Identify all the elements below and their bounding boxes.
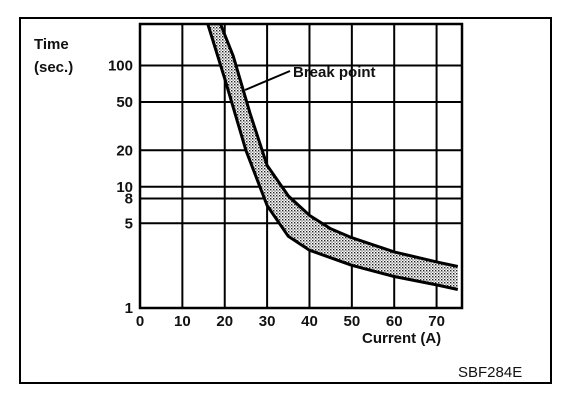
y-axis-label-line1: Time — [34, 36, 69, 53]
x-tick-label: 30 — [259, 313, 276, 330]
plot-frame — [138, 22, 464, 310]
annotations: Break point — [244, 64, 376, 91]
x-tick-label: 20 — [216, 313, 233, 330]
curves — [206, 23, 459, 291]
annotation-leader — [244, 70, 291, 91]
grid — [140, 24, 462, 308]
y-tick-label: 20 — [116, 142, 133, 159]
x-tick-label: 10 — [174, 313, 191, 330]
y-tick-label: 1 — [125, 300, 133, 317]
band-fill — [207, 24, 458, 290]
x-tick-label: 50 — [343, 313, 360, 330]
annotation-break-point: Break point — [293, 64, 376, 81]
y-tick-label: 8 — [125, 191, 133, 208]
y-axis-label-line2: (sec.) — [34, 59, 73, 76]
y-tick-label: 5 — [125, 215, 133, 232]
x-tick-label: 0 — [136, 313, 144, 330]
figure-code: SBF284E — [458, 364, 522, 381]
outer-frame — [19, 17, 552, 384]
band-region — [207, 24, 458, 290]
x-tick-label: 60 — [386, 313, 403, 330]
y-tick-label: 50 — [116, 94, 133, 111]
curve-lower — [206, 23, 459, 291]
curve-upper — [219, 23, 459, 268]
x-tick-label: 40 — [301, 313, 318, 330]
x-axis-label: Current (A) — [362, 330, 441, 347]
y-tick-label: 100 — [108, 58, 133, 75]
y-tick-label: 10 — [116, 179, 133, 196]
x-tick-label: 70 — [428, 313, 445, 330]
